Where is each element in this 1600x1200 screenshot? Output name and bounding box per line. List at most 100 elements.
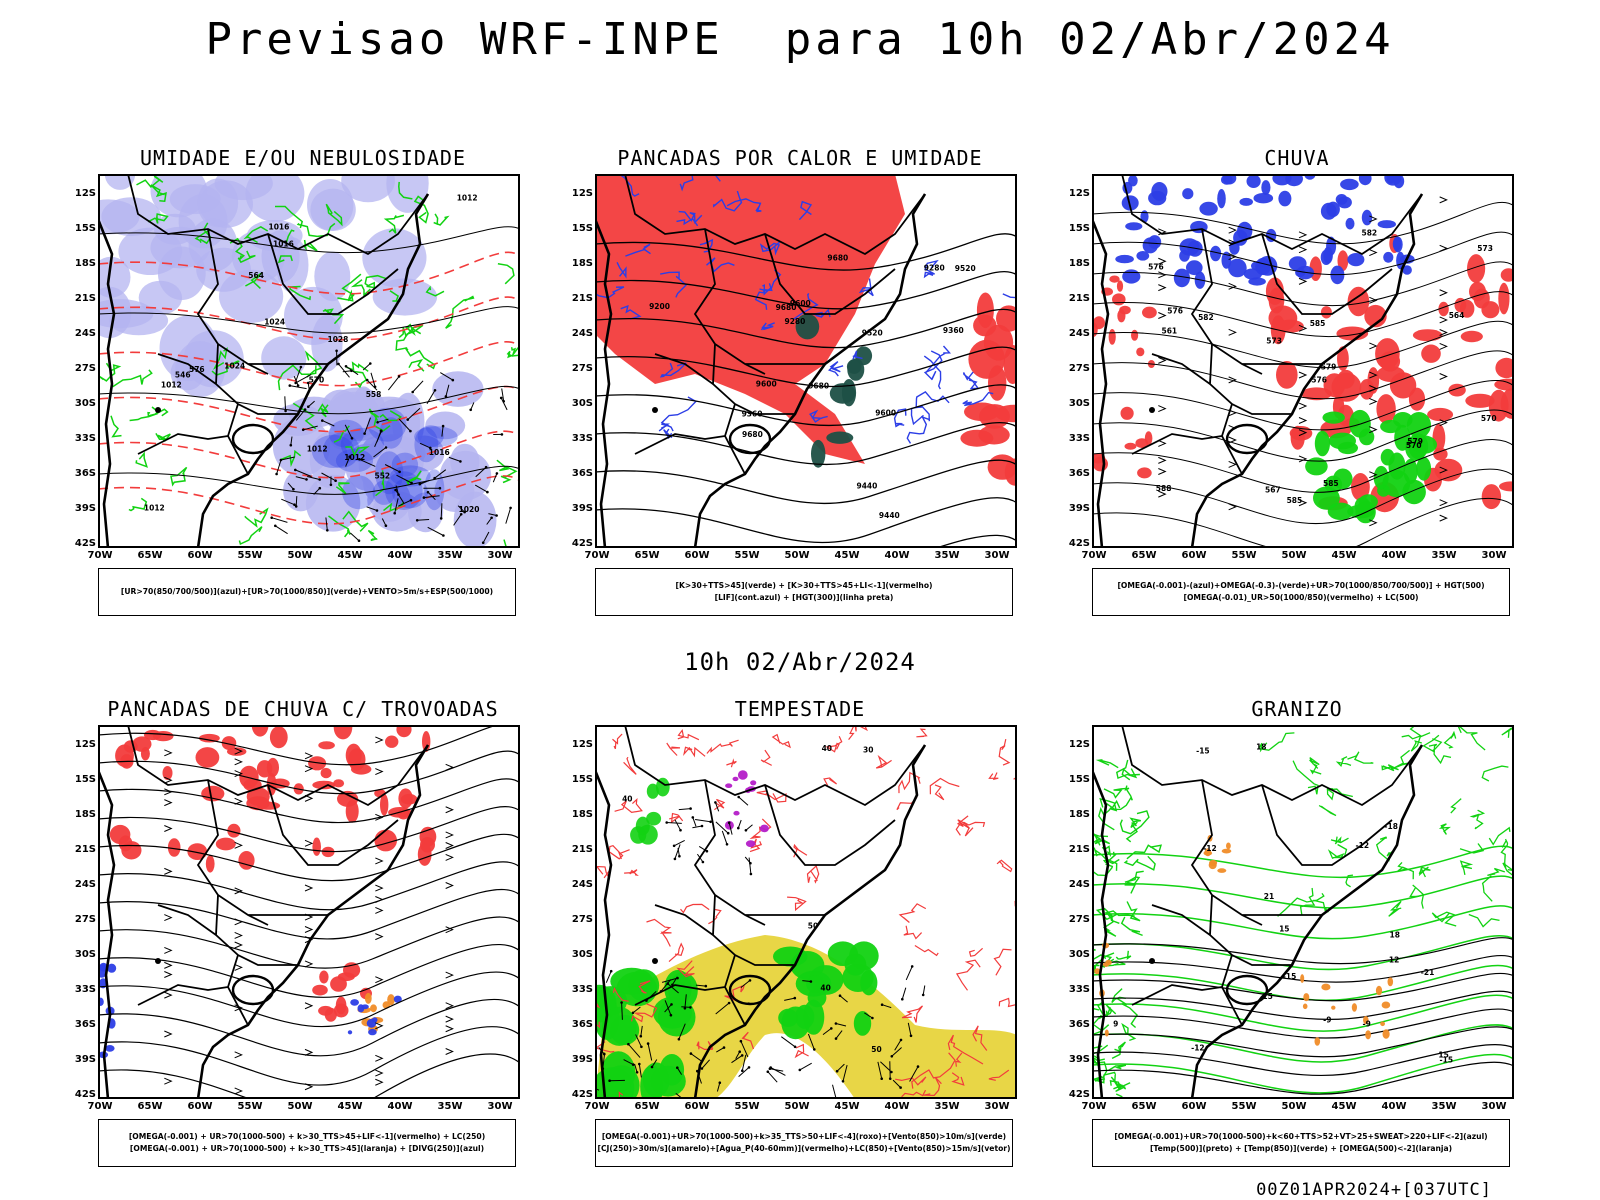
hgt300-contour <box>595 346 1017 388</box>
temp850-contour <box>1443 730 1457 749</box>
wind-vector-head <box>609 969 613 973</box>
wind-vector <box>295 469 312 477</box>
wind-vector-head <box>678 854 681 858</box>
lifted-index-contour <box>923 355 942 390</box>
precipitable-water-contour <box>806 864 820 884</box>
humidity-mid-level <box>197 178 239 228</box>
contour-label: 1028 <box>328 335 349 344</box>
wind-vector-head <box>640 1045 643 1049</box>
thunderstorm-area <box>121 841 142 860</box>
latitude-label: 15S <box>1068 773 1090 785</box>
longitude-label: 35W <box>437 1101 463 1112</box>
coastline <box>98 744 430 1099</box>
omega-area <box>1115 254 1134 264</box>
wind-vector <box>362 363 371 371</box>
streamline-arrow <box>164 961 173 969</box>
wind-vector <box>307 476 320 480</box>
thunderstorm-area <box>320 767 332 779</box>
coastline <box>1092 193 1424 548</box>
lifted-index-contour <box>678 210 703 225</box>
instability-area <box>973 314 997 337</box>
precipitable-water-contour <box>749 818 772 839</box>
wind-vector <box>728 822 733 835</box>
pressure-contour <box>98 465 520 495</box>
hail-omega-area <box>1208 861 1217 870</box>
divergence-area <box>368 1028 377 1036</box>
rain-area <box>1337 346 1349 371</box>
thunderstorm-area <box>333 725 353 740</box>
wind-vector <box>287 482 294 490</box>
contour-label: 9 <box>1113 1019 1118 1028</box>
humidity-low-level <box>170 466 188 487</box>
humidity-low-level <box>110 415 122 438</box>
omega-area <box>1228 258 1247 278</box>
temp850-contour <box>1092 964 1514 1002</box>
temp850-contour <box>1092 1071 1116 1084</box>
streamline-arrow <box>234 1051 243 1059</box>
longitude-label: 70W <box>584 1101 610 1112</box>
wind-vector-head <box>834 1022 838 1025</box>
omega-area <box>1199 201 1218 216</box>
longitude-label: 60W <box>187 550 213 561</box>
thunderstorm-area <box>333 779 345 788</box>
precipitable-water-contour <box>708 908 722 925</box>
wind-vector-head <box>737 795 740 799</box>
divergence-area <box>107 963 117 973</box>
precipitable-water-contour <box>680 903 710 914</box>
longitude-label: 50W <box>1281 1101 1307 1112</box>
longitude-label: 60W <box>1181 1101 1207 1112</box>
wind-vector <box>295 373 312 384</box>
latitude-label: 27S <box>571 362 593 374</box>
longitude-label: 65W <box>1131 1101 1157 1112</box>
hgt500-contour <box>1092 201 1514 245</box>
thunderstorm-area <box>167 838 181 857</box>
omega-area <box>1340 178 1359 191</box>
temp850-contour <box>1309 757 1322 775</box>
streamline-arrow <box>164 991 173 999</box>
hail-omega-area <box>1104 1029 1109 1037</box>
wind-vector-head <box>890 1070 893 1074</box>
divergence-area <box>350 999 359 1006</box>
wind-vector <box>427 491 436 501</box>
lifted-index-contour <box>658 423 670 432</box>
latitude-label: 42S <box>571 537 593 549</box>
wind-vector <box>767 1071 778 1083</box>
wind-vector <box>295 476 307 480</box>
country-borders <box>624 725 926 1026</box>
longitude-label: 35W <box>437 550 463 561</box>
latitude-label: 18S <box>571 808 593 820</box>
map-layers: 40 40 40 50 50 30 <box>595 725 1017 1099</box>
wind-vector <box>836 1063 845 1072</box>
humidity-low-level <box>398 181 413 200</box>
wind-vector-head <box>769 1066 772 1069</box>
temp500-contour <box>1092 990 1514 1020</box>
streamline-arrow <box>1158 439 1167 447</box>
precipitable-water-contour <box>646 918 672 947</box>
thunderstorm-area <box>152 731 174 742</box>
latitude-label: 15S <box>571 773 593 785</box>
temp850-contour <box>1129 817 1141 827</box>
streamline-arrow <box>1228 409 1237 417</box>
streamline <box>98 916 520 969</box>
contour-label: 552 <box>375 471 391 480</box>
wind-vector <box>737 819 742 829</box>
precipitable-water-contour <box>595 1041 615 1053</box>
rain-area <box>1275 319 1304 333</box>
map-frame <box>98 174 520 548</box>
lifted-index-contour <box>962 371 980 390</box>
contour-label: 576 <box>1311 376 1327 385</box>
streamline-arrow <box>1228 253 1237 261</box>
wind-vector <box>453 514 462 526</box>
hail-omega-area <box>1094 968 1101 975</box>
wind-vector-head <box>376 421 379 424</box>
coastline <box>1092 744 1424 1099</box>
rain-area <box>1494 378 1514 391</box>
heat-instability-area <box>846 359 862 374</box>
temp850-contour <box>1092 1053 1514 1094</box>
latitude-label: 18S <box>1068 257 1090 269</box>
rain-area <box>1481 484 1502 510</box>
streamline-arrow <box>375 736 384 744</box>
wind-vector-head <box>689 807 692 810</box>
streamline-arrow <box>1158 456 1167 464</box>
omega-area <box>1122 269 1141 284</box>
